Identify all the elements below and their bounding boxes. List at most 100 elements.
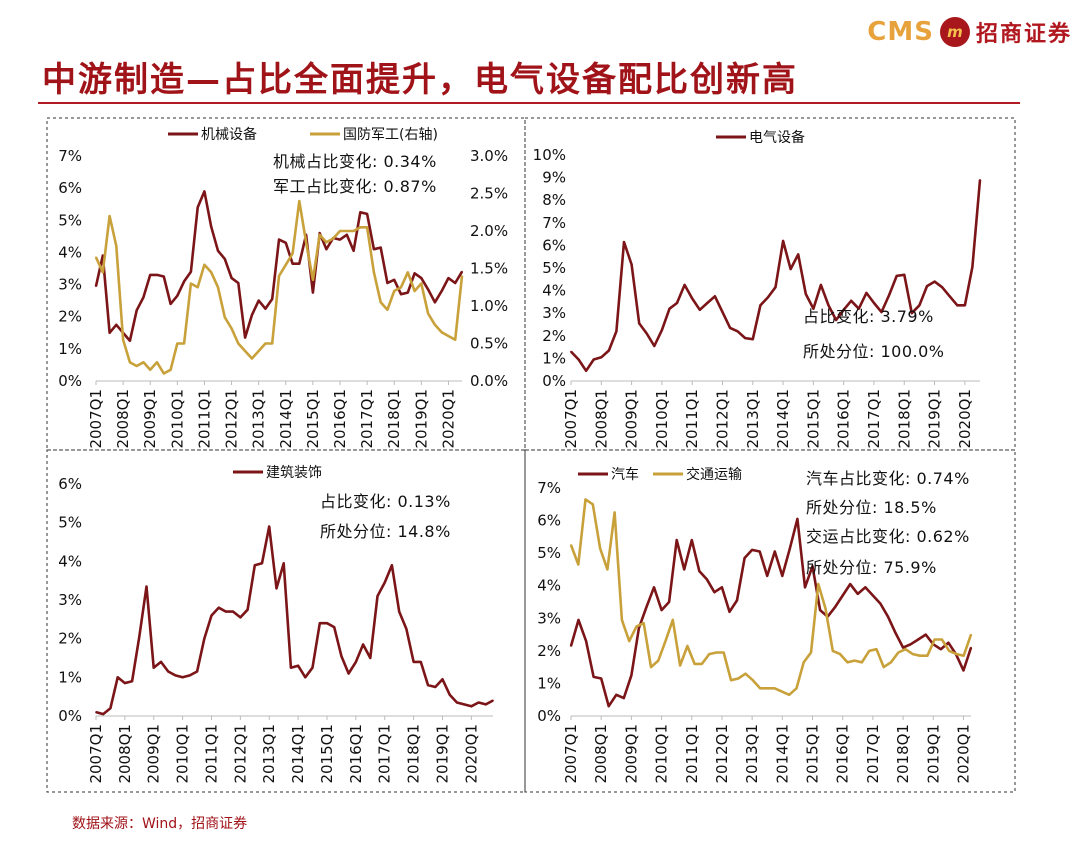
data-point — [379, 246, 382, 249]
data-point — [774, 286, 777, 289]
data-point — [369, 657, 372, 659]
data-point — [811, 565, 814, 568]
data-point — [203, 263, 206, 266]
data-point — [751, 549, 753, 551]
data-point — [339, 230, 341, 232]
data-point — [926, 654, 929, 657]
data-point — [615, 693, 618, 696]
data-point — [108, 331, 111, 334]
data-point — [492, 699, 494, 702]
x-tick-label: 2017Q1 — [865, 389, 883, 449]
legend-label: 机械设备 — [201, 126, 257, 143]
y-tick-label: 8% — [542, 191, 566, 209]
data-point — [577, 358, 580, 361]
data-point — [873, 302, 875, 304]
data-point — [305, 241, 307, 244]
y-tick-label: 1% — [58, 668, 82, 686]
annotation-text: 交运占比变化: 0.62% — [806, 527, 970, 546]
data-point — [600, 677, 603, 680]
data-point — [217, 249, 219, 252]
x-tick-label: 2014Q1 — [774, 389, 792, 449]
data-point — [244, 336, 247, 339]
y-tick-label: 6% — [537, 512, 561, 530]
data-point — [312, 291, 314, 294]
data-point — [721, 311, 724, 313]
data-point — [577, 619, 580, 621]
data-point — [630, 674, 633, 677]
data-point — [729, 327, 731, 329]
data-point — [882, 666, 885, 668]
data-point — [606, 568, 609, 571]
annotation-text: 占比变化: 3.79% — [803, 307, 934, 326]
x-tick-label: 2016Q1 — [834, 724, 852, 784]
x-tick-label: 2011Q1 — [683, 724, 701, 784]
y-tick-label: 2% — [542, 327, 566, 345]
data-point — [804, 293, 807, 295]
data-point — [333, 626, 336, 628]
data-point — [456, 701, 458, 704]
data-point — [661, 329, 663, 331]
y-tick-label: 4% — [58, 552, 82, 570]
data-point — [183, 280, 186, 283]
data-point — [160, 661, 162, 663]
data-point — [420, 282, 423, 285]
data-point — [570, 645, 572, 647]
data-point — [849, 583, 852, 585]
data-point — [447, 277, 450, 279]
data-point — [767, 296, 769, 299]
data-point — [676, 302, 678, 304]
data-point — [115, 323, 118, 326]
data-point — [298, 262, 301, 265]
data-point — [291, 252, 294, 255]
data-point — [722, 651, 725, 654]
data-point — [795, 687, 798, 690]
data-point — [939, 648, 942, 651]
data-point — [736, 599, 738, 602]
data-point — [766, 575, 769, 577]
data-point — [383, 581, 386, 584]
data-point — [751, 338, 754, 341]
data-point — [352, 249, 355, 252]
x-tick-label: 2015Q1 — [318, 724, 336, 784]
y-tick-label: 7% — [537, 479, 561, 497]
legend-item: 交通运输 — [653, 466, 742, 483]
x-tick-label: 2020Q1 — [956, 389, 974, 449]
data-point — [721, 586, 723, 589]
data-point — [686, 645, 689, 647]
y-tick-label: 0% — [542, 372, 566, 390]
data-point — [773, 687, 776, 690]
data-point — [406, 291, 409, 294]
data-point — [271, 342, 274, 345]
data-point — [621, 619, 623, 621]
data-point — [979, 179, 981, 181]
data-point — [400, 286, 402, 289]
data-point — [463, 703, 465, 706]
x-tick-label: 2010Q1 — [653, 724, 671, 784]
y-tick-label: 3% — [542, 304, 566, 322]
series-secondary — [94, 199, 464, 375]
data-point — [282, 562, 285, 565]
data-point — [232, 610, 235, 613]
x-tick-label: 2019Q1 — [412, 389, 430, 449]
data-point — [203, 637, 206, 640]
data-point — [230, 277, 233, 279]
data-point — [607, 705, 610, 708]
y-tick-label: 5% — [58, 211, 82, 229]
data-point — [102, 713, 105, 715]
data-point — [406, 271, 409, 274]
data-point — [835, 319, 837, 321]
data-point — [690, 539, 693, 541]
data-point — [454, 282, 457, 284]
data-point — [391, 564, 393, 567]
data-point — [181, 676, 184, 679]
logo-cms-text: CMS — [867, 17, 934, 47]
data-point — [671, 619, 674, 621]
data-point — [257, 350, 260, 352]
x-tick-label: 2020Q1 — [439, 389, 457, 449]
data-point — [413, 272, 416, 275]
data-point — [427, 312, 429, 315]
data-point — [373, 248, 375, 251]
data-point — [683, 568, 686, 571]
data-point — [174, 674, 177, 677]
